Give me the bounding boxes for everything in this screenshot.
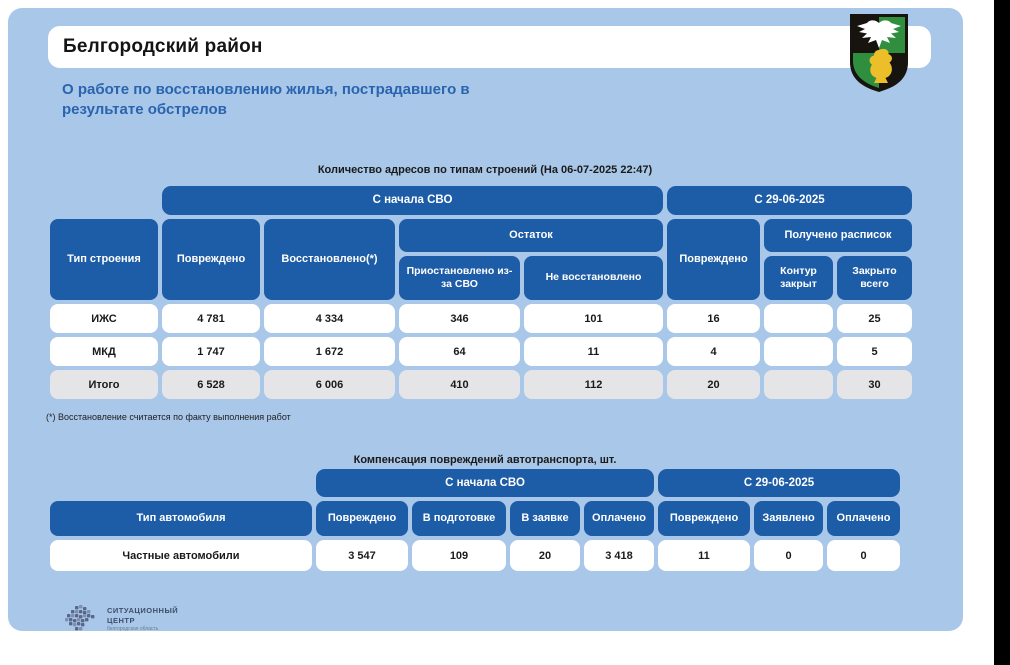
table-cell bbox=[764, 370, 833, 399]
table-cell: 5 bbox=[837, 337, 912, 366]
report-subtitle: О работе по восстановлению жилья, постра… bbox=[62, 81, 470, 118]
table-cell: 11 bbox=[658, 540, 750, 571]
table-cell: 16 bbox=[667, 304, 760, 333]
table2-col-in-preparation: В подготовке bbox=[412, 501, 506, 536]
table-cell: 25 bbox=[837, 304, 912, 333]
report-card: Белгородский район О работе по восстанов… bbox=[8, 8, 963, 634]
table-row-label: МКД bbox=[50, 337, 158, 366]
table1-col-damaged-since: Повреждено bbox=[667, 219, 760, 300]
logo-subtitle: белгородская область bbox=[107, 625, 159, 632]
table-cell: 410 bbox=[399, 370, 520, 399]
table2-col-type: Тип автомобиля bbox=[50, 501, 312, 536]
table-cell: 6 006 bbox=[264, 370, 395, 399]
table1-col-restored: Восстановлено(*) bbox=[264, 219, 395, 300]
table-cell: 112 bbox=[524, 370, 663, 399]
table2-col-paid: Оплачено bbox=[584, 501, 654, 536]
table1-col-suspended: Приостановлено из-за СВО bbox=[399, 256, 520, 300]
table-cell: 0 bbox=[827, 540, 900, 571]
table2-caption: Компенсация повреждений автотранспорта, … bbox=[353, 454, 617, 466]
table2-group-since: С 29-06-2025 bbox=[658, 469, 900, 497]
page-title: Белгородский район bbox=[63, 36, 263, 57]
buildings-table: С начала СВО С 29-06-2025 Тип строения П… bbox=[50, 186, 912, 399]
table2-group-svo: С начала СВО bbox=[316, 469, 654, 497]
table-cell: 3 547 bbox=[316, 540, 408, 571]
table-cell: 30 bbox=[837, 370, 912, 399]
table1-caption: Количество адресов по типам строений (На… bbox=[317, 164, 653, 176]
screen-edge-strip bbox=[994, 0, 1010, 665]
table-cell: 3 418 bbox=[584, 540, 654, 571]
table-cell: 20 bbox=[667, 370, 760, 399]
table-cell: 4 334 bbox=[264, 304, 395, 333]
table1-col-contour-closed: Контур закрыт bbox=[764, 256, 833, 300]
table1-group-since: С 29-06-2025 bbox=[667, 186, 912, 215]
table-cell: 4 781 bbox=[162, 304, 260, 333]
table1-col-receipts: Получено расписок bbox=[764, 219, 912, 252]
table2-col-paid-since: Оплачено bbox=[827, 501, 900, 536]
table1-group-svo: С начала СВО bbox=[162, 186, 663, 215]
table1-col-closed-total: Закрыто всего bbox=[837, 256, 912, 300]
title-bar: Белгородский район bbox=[48, 26, 931, 68]
table1-col-remainder: Остаток bbox=[399, 219, 663, 252]
table1-col-damaged: Повреждено bbox=[162, 219, 260, 300]
table-cell: 20 bbox=[510, 540, 580, 571]
table1-col-not-restored: Не восстановлено bbox=[524, 256, 663, 300]
table-cell: 11 bbox=[524, 337, 663, 366]
table-cell: 1 747 bbox=[162, 337, 260, 366]
table1-col-type: Тип строения bbox=[50, 219, 158, 300]
vehicles-table: С начала СВО С 29-06-2025 Тип автомобиля… bbox=[50, 469, 900, 571]
table-row-label: Частные автомобили bbox=[50, 540, 312, 571]
belgorod-district-coat-of-arms-icon bbox=[850, 14, 908, 92]
table-row-label: Итого bbox=[50, 370, 158, 399]
table-cell: 64 bbox=[399, 337, 520, 366]
table-cell: 109 bbox=[412, 540, 506, 571]
table-cell bbox=[764, 304, 833, 333]
table-cell: 4 bbox=[667, 337, 760, 366]
table-row-label: ИЖС bbox=[50, 304, 158, 333]
table-cell bbox=[764, 337, 833, 366]
table1-footnote: (*) Восстановление считается по факту вы… bbox=[46, 412, 291, 422]
table-cell: 101 bbox=[524, 304, 663, 333]
table-cell: 6 528 bbox=[162, 370, 260, 399]
table2-col-damaged: Повреждено bbox=[316, 501, 408, 536]
logo-title-line1: СИТУАЦИОННЫЙ bbox=[107, 606, 179, 616]
situation-center-logo: СИТУАЦИОННЫЙ ЦЕНТР белгородская область bbox=[63, 604, 178, 634]
table2-col-in-request: В заявке bbox=[510, 501, 580, 536]
table-cell: 1 672 bbox=[264, 337, 395, 366]
table-cell: 346 bbox=[399, 304, 520, 333]
table2-col-damaged-since: Повреждено bbox=[658, 501, 750, 536]
table2-col-declared: Заявлено bbox=[754, 501, 823, 536]
table-cell: 0 bbox=[754, 540, 823, 571]
logo-title-line2: ЦЕНТР bbox=[107, 615, 135, 625]
region-map-icon bbox=[65, 605, 95, 631]
